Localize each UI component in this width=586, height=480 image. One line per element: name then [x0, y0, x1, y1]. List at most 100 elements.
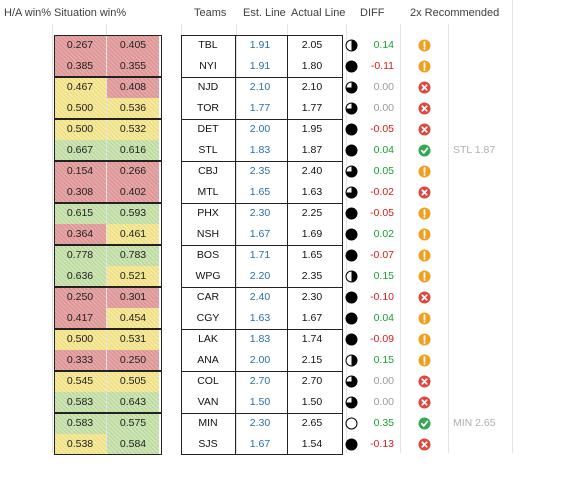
ha-win-cell: 0.467 — [54, 77, 106, 98]
moon-fill-icon — [345, 333, 358, 346]
moon-fill-icon — [345, 60, 358, 73]
table-row: 0.333 0.250 ANA 2.00 2.15 0.15 — [0, 350, 586, 371]
diff-cell: 0.35 — [373, 417, 394, 429]
actual-line-cell: 1.65 — [301, 249, 323, 261]
diff-cell: -0.02 — [370, 186, 394, 198]
est-line-cell: 1.71 — [249, 249, 271, 261]
warn-icon — [418, 333, 431, 346]
check-icon — [418, 417, 431, 430]
actual-line-cell: 1.63 — [301, 186, 323, 198]
diff-cell: -0.09 — [370, 333, 394, 345]
recommend-note: STL 1.87 — [453, 144, 496, 156]
team-cell: CGY — [196, 312, 220, 324]
ha-win-cell: 0.583 — [54, 413, 106, 434]
gridline — [448, 0, 449, 453]
actual-line-cell: 1.67 — [301, 312, 323, 324]
header-actual-line: Actual Line — [291, 7, 346, 19]
actual-line-cell: 1.80 — [301, 60, 323, 72]
diff-cell: 0.02 — [373, 228, 394, 240]
table-row: 0.467 0.408 NJD 2.10 2.10 0.00 — [0, 77, 586, 98]
moon-fill-icon — [345, 312, 358, 325]
situation-win-cell: 0.408 — [107, 77, 159, 98]
warn-icon — [418, 207, 431, 220]
actual-line-cell: 1.95 — [301, 123, 323, 135]
warn-icon — [418, 228, 431, 241]
ha-win-cell: 0.417 — [54, 308, 106, 329]
x-icon — [418, 186, 431, 199]
moon-fill-icon — [345, 375, 358, 388]
x-icon — [418, 123, 431, 136]
ha-win-cell: 0.308 — [54, 182, 106, 203]
diff-cell: -0.10 — [370, 291, 394, 303]
situation-win-cell: 0.355 — [107, 56, 159, 77]
est-line-cell: 1.50 — [249, 396, 271, 408]
header-2x-recommended: 2x Recommended — [410, 7, 500, 19]
x-icon — [418, 291, 431, 304]
moon-fill-icon — [345, 417, 358, 430]
est-line-cell: 2.10 — [249, 81, 271, 93]
gridline — [400, 0, 401, 453]
diff-cell: -0.11 — [370, 60, 394, 72]
moon-fill-icon — [345, 39, 358, 52]
ha-win-cell: 0.778 — [54, 245, 106, 266]
moon-fill-icon — [345, 291, 358, 304]
situation-win-cell: 0.402 — [107, 182, 159, 203]
est-line-cell: 2.20 — [249, 270, 271, 282]
moon-fill-icon — [345, 186, 358, 199]
moon-fill-icon — [345, 81, 358, 94]
situation-win-cell: 0.584 — [107, 434, 159, 455]
team-cell: TBL — [198, 39, 218, 51]
header-situation-win: Situation win% — [54, 7, 127, 19]
situation-win-cell: 0.505 — [107, 371, 159, 392]
situation-win-cell: 0.521 — [107, 266, 159, 287]
frame-separator — [287, 35, 288, 455]
actual-line-cell: 2.70 — [301, 375, 323, 387]
team-cell: CBJ — [198, 165, 218, 177]
actual-line-cell: 1.74 — [301, 333, 323, 345]
moon-fill-icon — [345, 207, 358, 220]
table-row: 0.500 0.536 TOR 1.77 1.77 0.00 — [0, 98, 586, 119]
header-row: H/A win% Situation win% Teams Est. Line … — [0, 0, 512, 24]
situation-win-cell: 0.405 — [107, 35, 159, 56]
game-divider — [181, 287, 342, 288]
gridline — [106, 0, 107, 453]
team-cell: SJS — [198, 438, 218, 450]
diff-cell: 0.04 — [373, 144, 394, 156]
team-cell: TOR — [197, 102, 219, 114]
est-line-cell: 2.70 — [249, 375, 271, 387]
actual-line-cell: 2.35 — [301, 270, 323, 282]
warn-icon — [418, 312, 431, 325]
actual-line-cell: 2.40 — [301, 165, 323, 177]
diff-cell: 0.15 — [373, 270, 394, 282]
diff-cell: 0.15 — [373, 354, 394, 366]
situation-win-cell: 0.643 — [107, 392, 159, 413]
situation-win-cell: 0.454 — [107, 308, 159, 329]
ha-win-cell: 0.385 — [54, 56, 106, 77]
warn-icon — [418, 39, 431, 52]
actual-line-cell: 1.50 — [301, 396, 323, 408]
moon-fill-icon — [345, 228, 358, 241]
moon-fill-icon — [345, 165, 358, 178]
table-row: 0.308 0.402 MTL 1.65 1.63 -0.02 — [0, 182, 586, 203]
moon-fill-icon — [345, 354, 358, 367]
actual-line-cell: 2.15 — [301, 354, 323, 366]
team-cell: VAN — [197, 396, 219, 408]
moon-fill-icon — [345, 102, 358, 115]
diff-cell: -0.13 — [370, 438, 394, 450]
est-line-cell: 2.35 — [249, 165, 271, 177]
diff-cell: 0.00 — [373, 375, 394, 387]
actual-line-cell: 2.65 — [301, 417, 323, 429]
warn-icon — [418, 165, 431, 178]
moon-fill-icon — [345, 249, 358, 262]
team-cell: NSH — [196, 228, 220, 240]
situation-win-cell: 0.532 — [107, 119, 159, 140]
table-row: 0.417 0.454 CGY 1.63 1.67 0.04 — [0, 308, 586, 329]
ha-win-cell: 0.500 — [54, 329, 106, 350]
situation-win-cell: 0.616 — [107, 140, 159, 161]
header-diff: DIFF — [360, 7, 385, 19]
est-line-cell: 1.77 — [249, 102, 271, 114]
situation-win-cell: 0.593 — [107, 203, 159, 224]
frame-separator — [235, 35, 236, 455]
team-cell: COL — [197, 375, 219, 387]
